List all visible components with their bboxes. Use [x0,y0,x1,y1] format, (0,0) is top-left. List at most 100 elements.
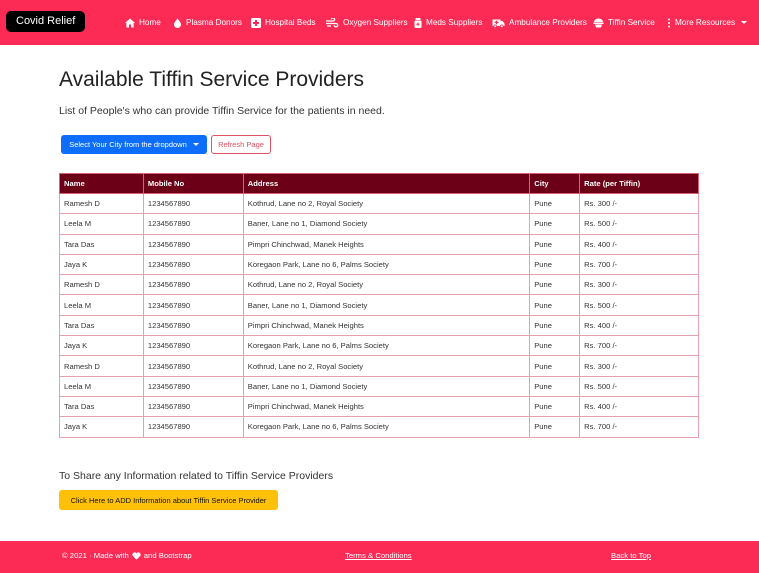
chevron-down-icon [192,143,199,146]
cell-rate: Rs. 300 /- [579,274,699,296]
cell-address: Koregaon Park, Lane no 6, Palms Society [242,253,531,276]
cell-rate: Rs. 500 /- [579,375,699,397]
cell-city: Pune [529,294,581,316]
column-header-name: Name [59,173,144,194]
cell-mobile: 1234567890 [142,233,244,255]
cell-address: Kothrud, Lane no 2, Royal Society [242,192,531,215]
cell-mobile: 1234567890 [142,192,244,215]
nav-item-hospital-beds[interactable]: Hospital Beds [251,0,316,45]
cell-city: Pune [529,192,581,215]
chevron-down-icon [741,21,748,24]
footer-credit-suffix: and Bootstrap [143,551,192,560]
refresh-button[interactable]: Refresh Page [211,135,271,154]
footer-credit-prefix: © 2021 · Made with [62,551,129,560]
nav-item-more-resources[interactable]: More Resources [667,0,748,45]
city-dropdown-button[interactable]: Select Your City from the dropdown [61,135,207,154]
navbar: Covid Relief Home Plasma Donors Hospital… [0,0,759,45]
cell-name: Tara Das [59,314,144,337]
nav-label: Ambulance Providers [509,18,587,27]
tiffin-icon [593,18,604,27]
cell-mobile: 1234567890 [142,416,244,438]
cell-city: Pune [529,274,581,296]
table-row: Tara Das 1234567890 Pimpri Chinchwad, Mane… [59,314,699,337]
cell-city: Pune [529,314,581,337]
cell-address: Kothrud, Lane no 2, Royal Society [242,274,531,296]
table-row: Leela M 1234567890 Baner, Lane no 1, Diamo… [59,213,699,235]
cell-mobile: 1234567890 [142,335,244,357]
table-row: Leela M 1234567890 Baner, Lane no 1, Diamo… [59,375,699,397]
cell-city: Pune [529,375,581,397]
cell-name: Ramesh D [59,355,144,377]
table-row: Ramesh D 1234567890 Kothrud, Lane no 2, Ro… [59,355,699,377]
cell-mobile: 1234567890 [142,355,244,377]
cell-rate: Rs. 300 /- [579,192,699,215]
add-information-button[interactable]: Click Here to ADD Information about Tiff… [59,490,278,510]
nav-item-oxygen-suppliers[interactable]: Oxygen Suppliers [326,0,408,45]
cell-rate: Rs. 700 /- [579,335,699,357]
cell-city: Pune [529,233,581,255]
back-to-top-link[interactable]: Back to Top [611,551,652,560]
page-subtitle: List of People's who can provide Tiffin … [59,105,385,117]
medicine-bottle-icon [414,17,422,28]
cell-address: Baner, Lane no 1, Diamond Society [242,294,531,316]
cell-address: Pimpri Chinchwad, Manek Heights [242,233,531,255]
cell-rate: Rs. 400 /- [579,233,699,255]
cell-city: Pune [529,355,581,377]
cell-mobile: 1234567890 [142,294,244,316]
heart-icon [132,551,141,560]
cell-rate: Rs. 500 /- [579,294,699,316]
table-row: Jaya K 1234567890 Koregaon Park, Lane no 6… [59,253,699,276]
cell-name: Jaya K [59,335,144,357]
providers-table: Name Mobile No Address City Rate (per Ti… [59,173,699,438]
nav-item-ambulance-providers[interactable]: Ambulance Providers [492,0,587,45]
cell-city: Pune [529,213,581,235]
cell-mobile: 1234567890 [142,314,244,337]
cell-mobile: 1234567890 [142,213,244,235]
nav-label: Plasma Donors [186,18,242,27]
nav-item-tiffin-service[interactable]: Tiffin Service [593,0,655,45]
nav-item-home[interactable]: Home [125,0,161,45]
cell-address: Baner, Lane no 1, Diamond Society [242,375,531,397]
column-header-mobile: Mobile No [142,173,244,194]
cell-city: Pune [529,335,581,357]
nav-label: Meds Suppliers [426,18,483,27]
nav-label: Home [139,18,161,27]
footer-credit: © 2021 · Made with and Bootstrap [62,551,192,560]
table-row: Tara Das 1234567890 Pimpri Chinchwad, Mane… [59,395,699,418]
cell-rate: Rs. 500 /- [579,213,699,235]
cell-mobile: 1234567890 [142,375,244,397]
table-header-row: Name Mobile No Address City Rate (per Ti… [59,173,699,194]
cell-address: Baner, Lane no 1, Diamond Society [242,213,531,235]
cell-city: Pune [529,253,581,276]
cell-rate: Rs. 400 /- [579,395,699,418]
hospital-plus-icon [251,17,261,28]
cell-address: Kothrud, Lane no 2, Royal Society [242,355,531,377]
cell-name: Jaya K [59,253,144,276]
ambulance-icon [492,19,505,28]
cell-name: Tara Das [59,395,144,418]
table-row: Jaya K 1234567890 Koregaon Park, Lane no 6… [59,416,699,438]
drop-icon [174,17,181,28]
cell-name: Jaya K [59,416,144,438]
column-header-address: Address [242,173,531,194]
cell-address: Pimpri Chinchwad, Manek Heights [242,314,531,337]
terms-link[interactable]: Terms & Conditions [345,551,412,560]
cell-address: Koregaon Park, Lane no 6, Palms Society [242,335,531,357]
cell-name: Ramesh D [59,274,144,296]
cell-name: Tara Das [59,233,144,255]
cell-city: Pune [529,395,581,418]
cell-name: Leela M [59,213,144,235]
table-row: Jaya K 1234567890 Koregaon Park, Lane no 6… [59,335,699,357]
home-icon [125,18,135,27]
share-info-text: To Share any Information related to Tiff… [59,470,334,482]
nav-item-plasma-donors[interactable]: Plasma Donors [173,0,242,45]
cell-city: Pune [529,416,581,438]
cell-name: Ramesh D [59,192,144,215]
brand-logo[interactable]: Covid Relief [6,11,86,32]
cell-name: Leela M [59,375,144,397]
cell-rate: Rs. 300 /- [579,355,699,377]
footer: © 2021 · Made with and Bootstrap Terms &… [0,541,759,573]
table-row: Leela M 1234567890 Baner, Lane no 1, Diamo… [59,294,699,316]
cell-rate: Rs. 700 /- [579,253,699,276]
nav-item-meds-suppliers[interactable]: Meds Suppliers [414,0,482,45]
